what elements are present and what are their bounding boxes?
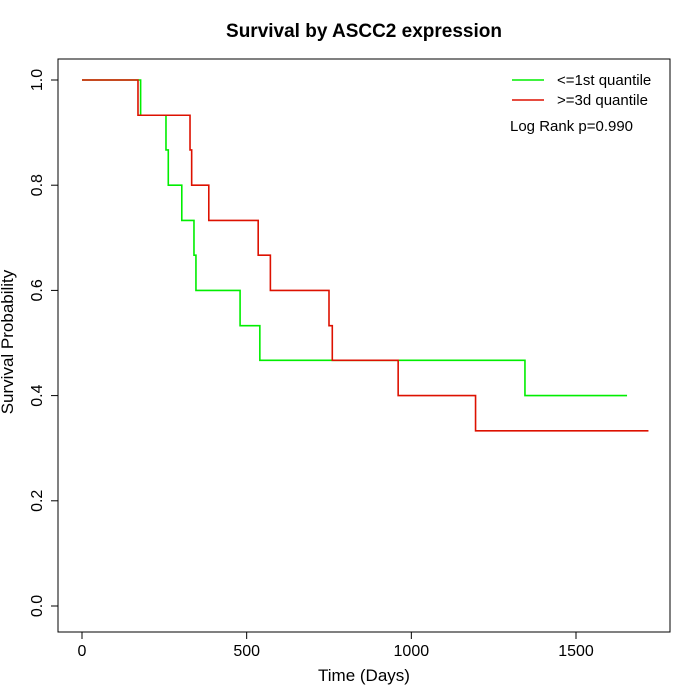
x-axis: 0 500 1000 1500 <box>78 631 594 660</box>
legend-label: <=1st quantile <box>557 72 651 89</box>
x-tick-label: 1000 <box>394 643 430 660</box>
y-tick-label: 0.0 <box>29 595 46 617</box>
x-tick-label: 0 <box>78 643 87 660</box>
y-tick-label: 0.4 <box>29 384 46 406</box>
series-line-1 <box>82 79 628 397</box>
y-tick-label: 0.2 <box>29 490 46 512</box>
series-line-2 <box>82 79 649 432</box>
x-tick-label: 500 <box>233 643 260 660</box>
x-tick-label: 1500 <box>558 643 594 660</box>
chart-title: Survival by ASCC2 expression <box>226 21 502 42</box>
y-tick-label: 0.6 <box>29 279 46 301</box>
y-tick-label: 1.0 <box>29 69 46 91</box>
legend-label: >=3d quantile <box>557 92 648 109</box>
y-axis: 0.0 0.2 0.4 0.6 0.8 1.0 <box>29 69 59 617</box>
plot-area-frame <box>57 58 671 633</box>
y-axis-label: Survival Probability <box>0 269 17 414</box>
legend: <=1st quantile >=3d quantile <box>512 72 651 109</box>
x-axis-label: Time (Days) <box>318 666 410 685</box>
log-rank-annotation: Log Rank p=0.990 <box>510 118 633 135</box>
y-tick-label: 0.8 <box>29 174 46 196</box>
series-group <box>82 79 649 432</box>
